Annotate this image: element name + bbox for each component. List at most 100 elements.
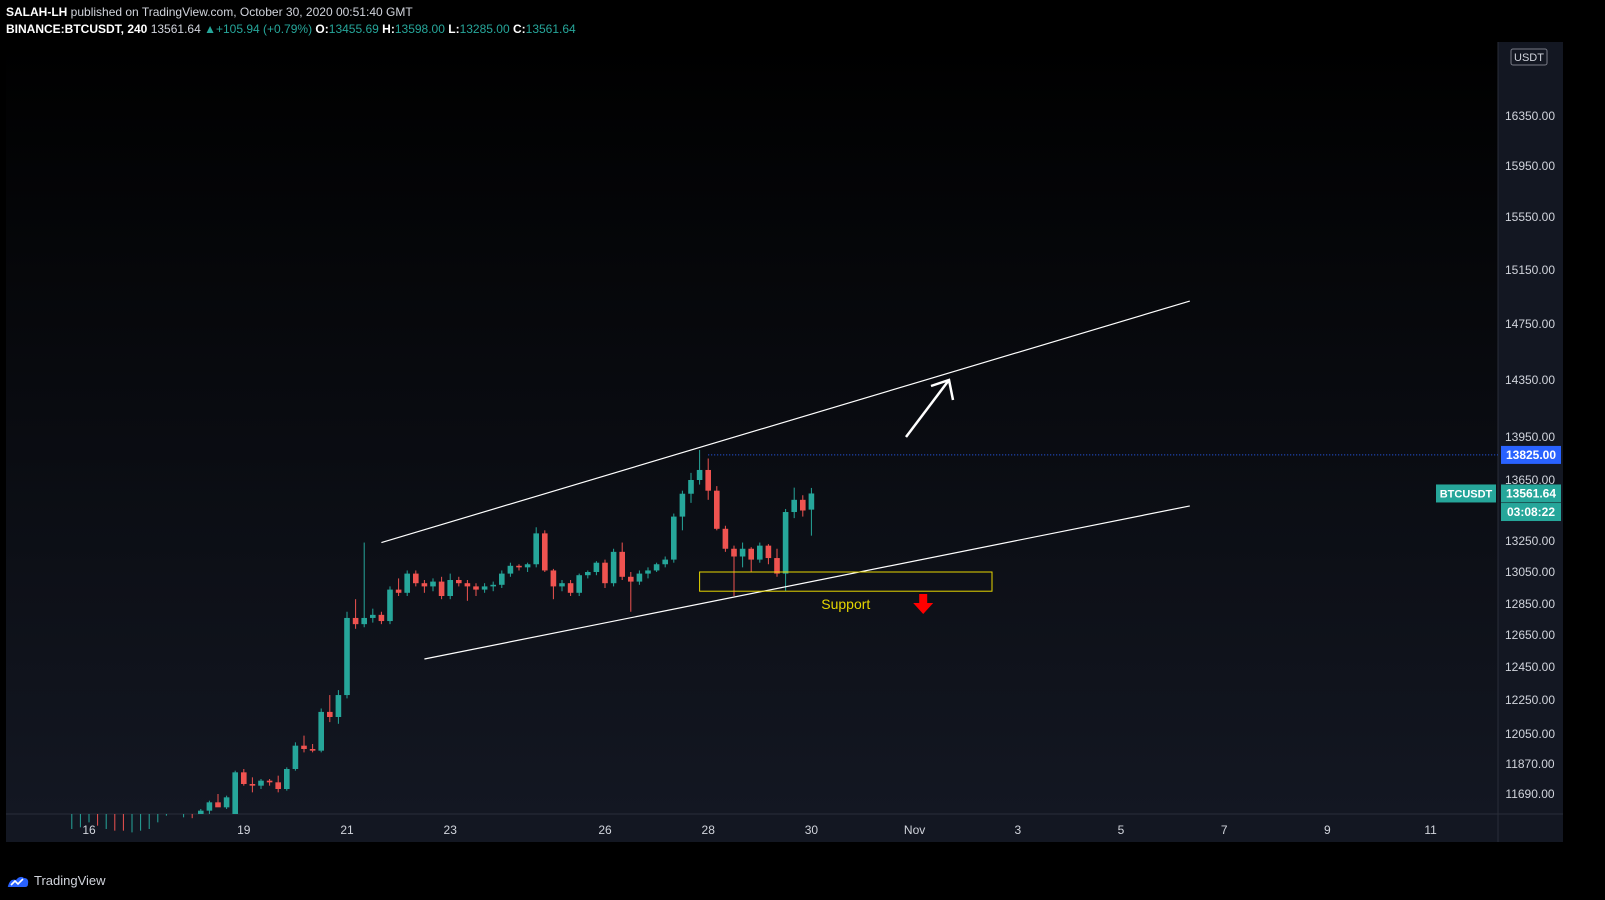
support-label: Support bbox=[821, 596, 870, 612]
candle-body bbox=[232, 772, 238, 814]
candle-body bbox=[748, 548, 754, 560]
candle-body bbox=[542, 533, 548, 571]
candle-body bbox=[344, 617, 350, 696]
candle-body bbox=[602, 562, 608, 584]
tradingview-logo-icon bbox=[7, 876, 29, 887]
candle-body bbox=[447, 580, 453, 596]
candles-group bbox=[71, 449, 815, 833]
candle-body bbox=[421, 583, 428, 587]
candle-body bbox=[378, 614, 385, 622]
y-tick-label: 13050.00 bbox=[1505, 565, 1555, 579]
y-tick-label: 12850.00 bbox=[1505, 597, 1555, 611]
y-tick-label: 12250.00 bbox=[1505, 693, 1555, 707]
x-tick-label: 7 bbox=[1221, 823, 1228, 837]
last-price: 13561.64 bbox=[150, 22, 201, 36]
candle-body bbox=[327, 711, 333, 717]
candle-body bbox=[241, 772, 247, 784]
x-tick-label: 3 bbox=[1014, 823, 1021, 837]
candle-body bbox=[610, 551, 617, 584]
arrow-up-head bbox=[930, 378, 955, 401]
candle-body bbox=[705, 469, 711, 491]
candle-body bbox=[765, 545, 772, 559]
candle-body bbox=[395, 589, 402, 593]
support-zone bbox=[699, 571, 993, 592]
x-tick-label: 11 bbox=[1424, 823, 1437, 837]
candle-body bbox=[206, 802, 213, 811]
publish-info: SALAH-LH published on TradingView.com, O… bbox=[6, 5, 413, 19]
candle-body bbox=[499, 573, 505, 585]
candle-body bbox=[215, 802, 221, 808]
high-value: 13598.00 bbox=[394, 22, 445, 36]
candle-body bbox=[301, 745, 307, 749]
time-axis[interactable]: 16 19 21 23 26 28 30 Nov 3 5 7 9 11 bbox=[82, 823, 1437, 837]
candle-body bbox=[688, 480, 694, 494]
price-tag-box bbox=[1501, 503, 1561, 522]
tradingview-brand: TradingView bbox=[34, 873, 106, 888]
price-tags: 13825.00 BTCUSDT 13561.64 03:08:22 bbox=[1436, 445, 1561, 522]
y-tick-label: 14750.00 bbox=[1505, 317, 1555, 331]
high-label: H: bbox=[382, 22, 395, 36]
candle-body bbox=[679, 493, 686, 517]
x-tick-label: 5 bbox=[1118, 823, 1125, 837]
x-tick-label: 30 bbox=[805, 823, 819, 837]
tradingview-footer[interactable]: TradingView bbox=[6, 873, 106, 888]
y-tick-label: 12450.00 bbox=[1505, 660, 1555, 674]
candle-body bbox=[585, 572, 591, 576]
candle-body bbox=[387, 589, 393, 622]
price-axis[interactable]: 16350.00 15950.00 15550.00 15150.00 14750.00… bbox=[1505, 109, 1555, 801]
candle-body bbox=[782, 512, 789, 574]
candle-body bbox=[722, 528, 729, 549]
candle-body bbox=[413, 573, 419, 584]
candle-body bbox=[567, 583, 574, 593]
published-text: published on TradingView.com, October 30… bbox=[70, 5, 413, 19]
candle-body bbox=[404, 573, 410, 593]
candle-body bbox=[671, 516, 677, 560]
candle-body bbox=[223, 797, 230, 808]
y-tick-label: 14350.00 bbox=[1505, 373, 1555, 387]
open-label: O: bbox=[315, 22, 329, 36]
candle-body bbox=[533, 533, 539, 565]
candle-body bbox=[490, 584, 496, 587]
plot-area[interactable] bbox=[6, 42, 1498, 814]
candle-body bbox=[275, 782, 281, 789]
candle-body bbox=[284, 769, 290, 789]
x-tick-label: 9 bbox=[1324, 823, 1331, 837]
candle-body bbox=[636, 573, 643, 582]
symbol-tag-label: BTCUSDT bbox=[1440, 488, 1493, 500]
candle-body bbox=[619, 551, 625, 577]
price-tag-label: 03:08:22 bbox=[1507, 505, 1555, 519]
x-tick-label: 28 bbox=[702, 823, 716, 837]
currency-badge-box bbox=[1510, 48, 1548, 66]
candle-body bbox=[361, 617, 367, 625]
change-up-icon: ▲ bbox=[204, 22, 216, 36]
candle-body bbox=[791, 499, 797, 513]
candle-body bbox=[473, 586, 479, 590]
candle-body bbox=[800, 499, 806, 511]
candle-body bbox=[653, 564, 660, 571]
candle-body bbox=[258, 780, 264, 786]
candle-body bbox=[714, 490, 720, 529]
author-name: SALAH-LH bbox=[6, 5, 68, 19]
y-tick-label: 12650.00 bbox=[1505, 628, 1555, 642]
candle-body bbox=[249, 784, 256, 786]
candle-body bbox=[645, 570, 651, 574]
ohlc-legend: BINANCE:BTCUSDT, 240 13561.64 ▲+105.94 (… bbox=[6, 22, 576, 36]
currency-label: USDT bbox=[1514, 52, 1544, 64]
y-tick-label: 15550.00 bbox=[1505, 210, 1555, 224]
candle-body bbox=[739, 548, 746, 557]
y-tick-label: 15150.00 bbox=[1505, 263, 1555, 277]
y-tick-label: 13650.00 bbox=[1505, 473, 1555, 487]
candle-body bbox=[731, 548, 737, 557]
candle-body bbox=[456, 580, 462, 584]
drawings-group: Support bbox=[381, 300, 1498, 660]
candle-body bbox=[370, 614, 376, 618]
arrow-down-icon bbox=[913, 594, 934, 614]
currency-badge[interactable]: USDT bbox=[1510, 48, 1548, 66]
x-tick-label: 16 bbox=[82, 823, 96, 837]
open-value: 13455.69 bbox=[328, 22, 379, 36]
candle-body bbox=[593, 562, 600, 572]
price-tag-box bbox=[1501, 445, 1561, 464]
candle-body bbox=[318, 711, 324, 751]
candle-body bbox=[292, 745, 299, 769]
